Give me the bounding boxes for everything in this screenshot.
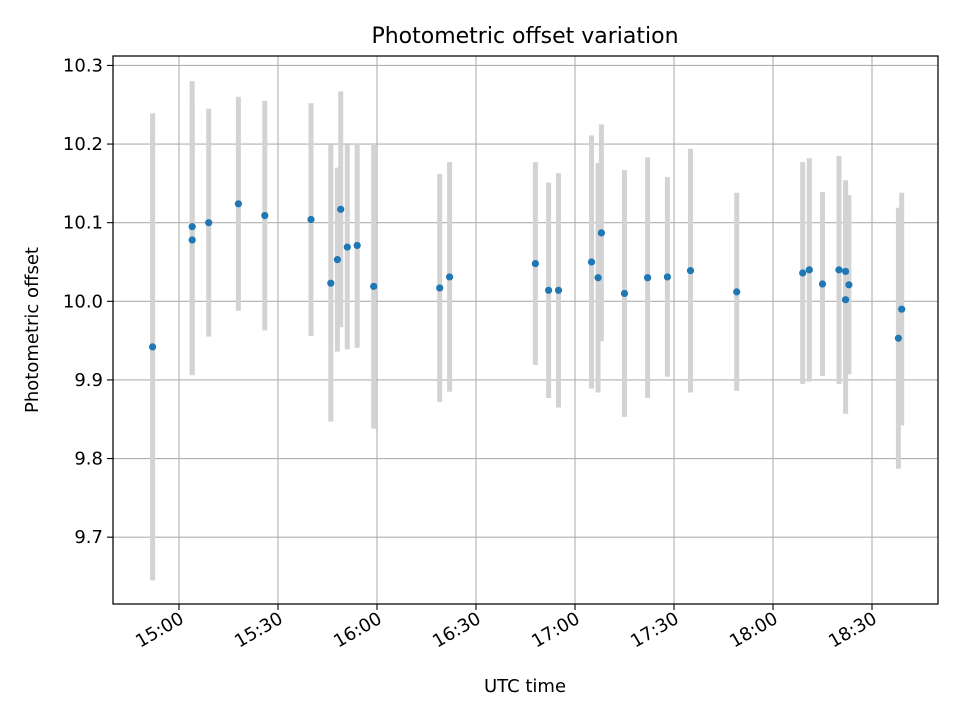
data-point: [436, 284, 444, 292]
data-point: [234, 200, 242, 208]
data-point: [343, 243, 351, 251]
data-point: [845, 281, 853, 289]
data-point: [149, 343, 157, 351]
data-point: [188, 236, 196, 244]
data-point: [835, 266, 843, 274]
y-tick-label: 10.2: [63, 134, 103, 155]
y-tick-label: 10.0: [63, 291, 103, 312]
data-point: [818, 280, 827, 288]
data-point: [594, 274, 602, 282]
y-tick-label: 10.1: [63, 213, 103, 234]
data-point: [554, 286, 563, 294]
data-point: [531, 259, 540, 268]
data-point: [205, 219, 213, 227]
chart-title: Photometric offset variation: [371, 24, 678, 49]
data-point: [842, 296, 850, 304]
data-point: [188, 223, 196, 231]
y-tick-label: 9.7: [74, 527, 103, 548]
data-point: [686, 267, 695, 275]
data-point: [799, 269, 807, 277]
y-axis-label: Photometric offset: [22, 247, 43, 413]
data-points: [149, 200, 906, 351]
data-point: [337, 205, 345, 213]
data-point: [805, 266, 813, 274]
data-point: [842, 267, 850, 276]
y-tick-label: 10.3: [63, 55, 103, 76]
data-point: [545, 286, 553, 294]
data-point: [353, 241, 361, 250]
data-point: [620, 289, 629, 298]
data-point: [894, 334, 903, 342]
x-axis-label: UTC time: [484, 676, 566, 697]
data-point: [370, 282, 378, 290]
data-point: [597, 229, 606, 237]
data-point: [733, 288, 741, 296]
data-point: [327, 279, 335, 287]
plot-frame: [112, 55, 939, 605]
data-point: [261, 212, 269, 220]
data-point: [446, 273, 454, 281]
data-point: [663, 273, 672, 281]
y-tick-label: 9.9: [74, 370, 103, 391]
data-point: [587, 258, 596, 266]
data-point: [307, 215, 315, 224]
data-point: [898, 305, 906, 313]
data-point: [333, 256, 341, 264]
data-point: [644, 274, 652, 282]
y-tick-label: 9.8: [74, 449, 103, 470]
